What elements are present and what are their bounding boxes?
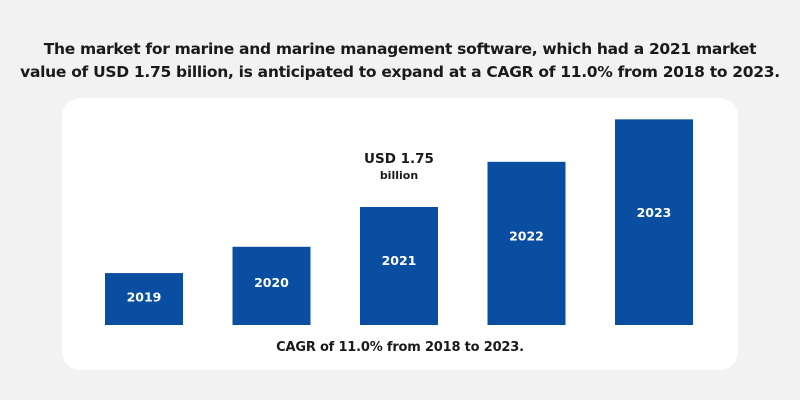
bar-label-2023: 2023: [637, 205, 672, 220]
bar-label-2021: 2021: [382, 253, 417, 268]
bar-2022: [487, 161, 566, 325]
annotation-value: USD 1.75: [364, 151, 434, 167]
headline-line-1: The market for marine and marine managem…: [43, 40, 757, 58]
bar-label-2020: 2020: [254, 275, 289, 290]
headline: The market for marine and marine managem…: [0, 38, 800, 84]
bar-label-2022: 2022: [509, 228, 544, 243]
bar-label-2019: 2019: [127, 289, 162, 304]
bar-2021: [360, 207, 438, 325]
bar-2020: [232, 246, 311, 325]
chart-caption: CAGR of 11.0% from 2018 to 2023.: [276, 340, 524, 355]
bar-2019: [105, 273, 183, 325]
annotation-unit: billion: [380, 169, 418, 182]
bar-2023: [615, 119, 693, 325]
headline-line-2: value of USD 1.75 billion, is anticipate…: [20, 63, 780, 81]
